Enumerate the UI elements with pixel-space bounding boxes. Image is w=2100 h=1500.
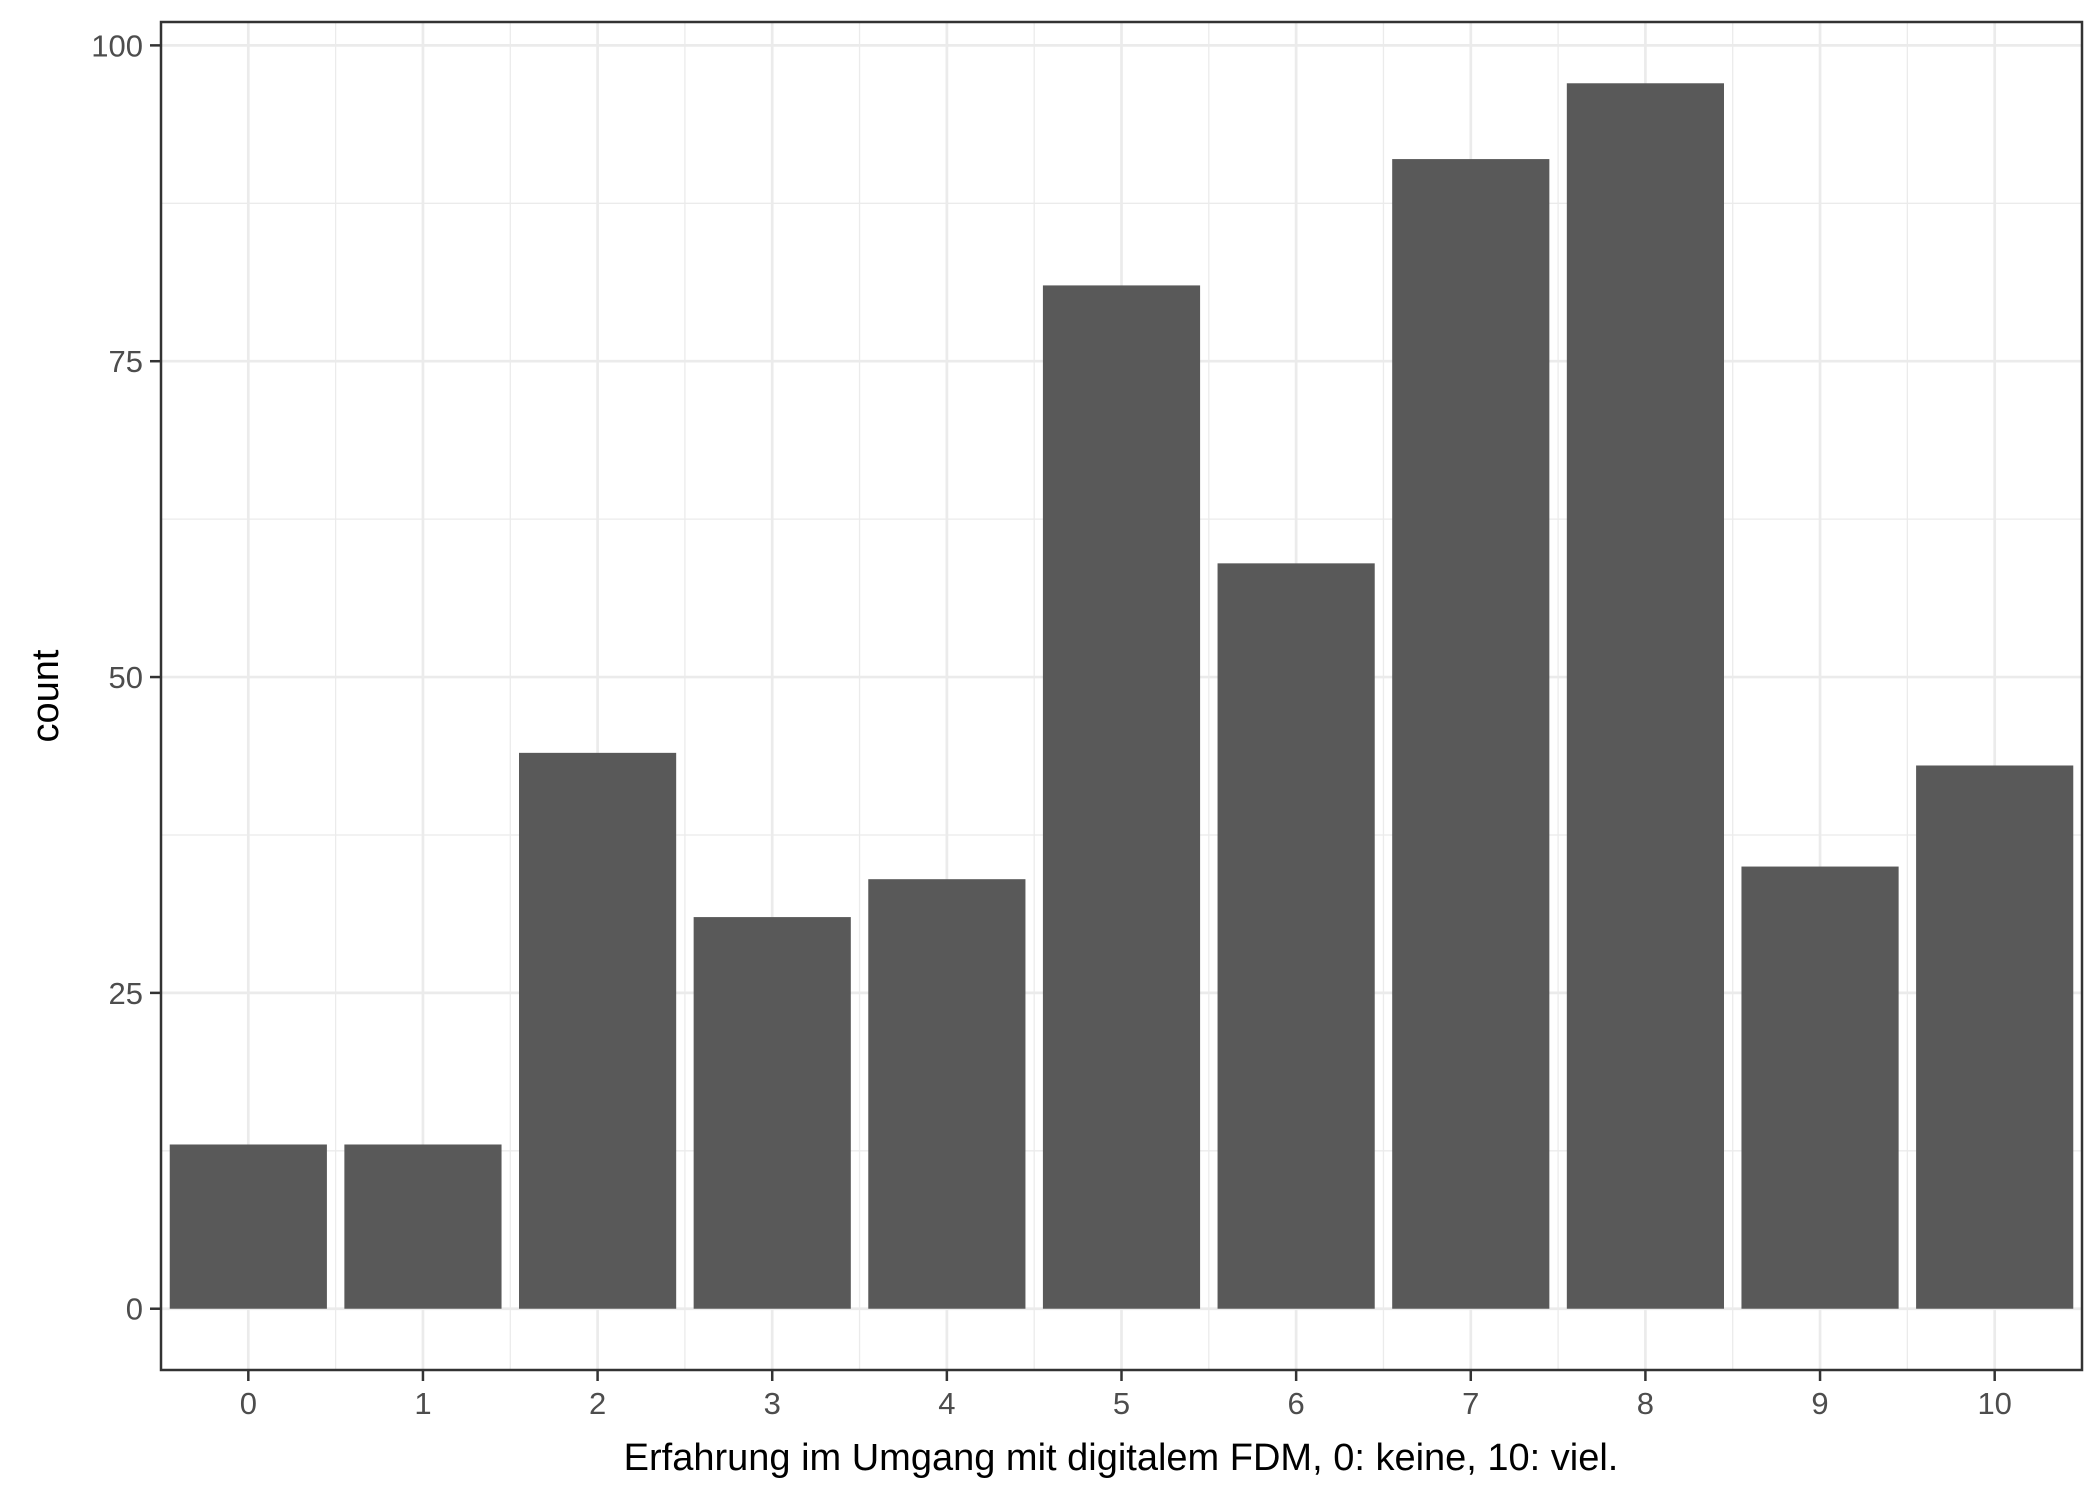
- bar-6: [1217, 563, 1375, 1309]
- bar-3: [693, 917, 851, 1309]
- y-tick-label: 25: [109, 976, 143, 1011]
- bars-group: [169, 83, 2074, 1309]
- bar-9: [1741, 866, 1899, 1309]
- bar-4: [868, 879, 1026, 1309]
- x-tick-label: 8: [1637, 1386, 1654, 1421]
- x-tick-label: 10: [1977, 1386, 2011, 1421]
- x-tick-label: 3: [764, 1386, 781, 1421]
- y-axis-title: count: [25, 649, 67, 742]
- bar-0: [169, 1144, 327, 1309]
- y-axis: 0 25 50 75 100: [91, 28, 161, 1327]
- bar-2: [519, 752, 677, 1309]
- x-axis-title: Erfahrung im Umgang mit digitalem FDM, 0…: [624, 1437, 1619, 1479]
- bar-8: [1566, 83, 1724, 1309]
- x-tick-label: 9: [1811, 1386, 1828, 1421]
- x-tick-label: 4: [938, 1386, 955, 1421]
- y-tick-label: 50: [109, 660, 143, 695]
- x-tick-label: 2: [589, 1386, 606, 1421]
- x-tick-label: 1: [414, 1386, 431, 1421]
- bar-5: [1042, 285, 1201, 1309]
- x-tick-label: 5: [1113, 1386, 1130, 1421]
- y-tick-label: 75: [109, 344, 143, 379]
- x-tick-label: 6: [1288, 1386, 1305, 1421]
- y-tick-label: 100: [91, 28, 143, 63]
- x-tick-label: 7: [1462, 1386, 1479, 1421]
- x-axis: 0 1 2 3 4 5 6 7 8 9 10: [240, 1370, 2012, 1421]
- y-tick-label: 0: [126, 1292, 143, 1327]
- bar-7: [1392, 159, 1550, 1309]
- bar-10: [1916, 765, 2074, 1309]
- x-tick-label: 0: [240, 1386, 257, 1421]
- bar-1: [344, 1144, 502, 1309]
